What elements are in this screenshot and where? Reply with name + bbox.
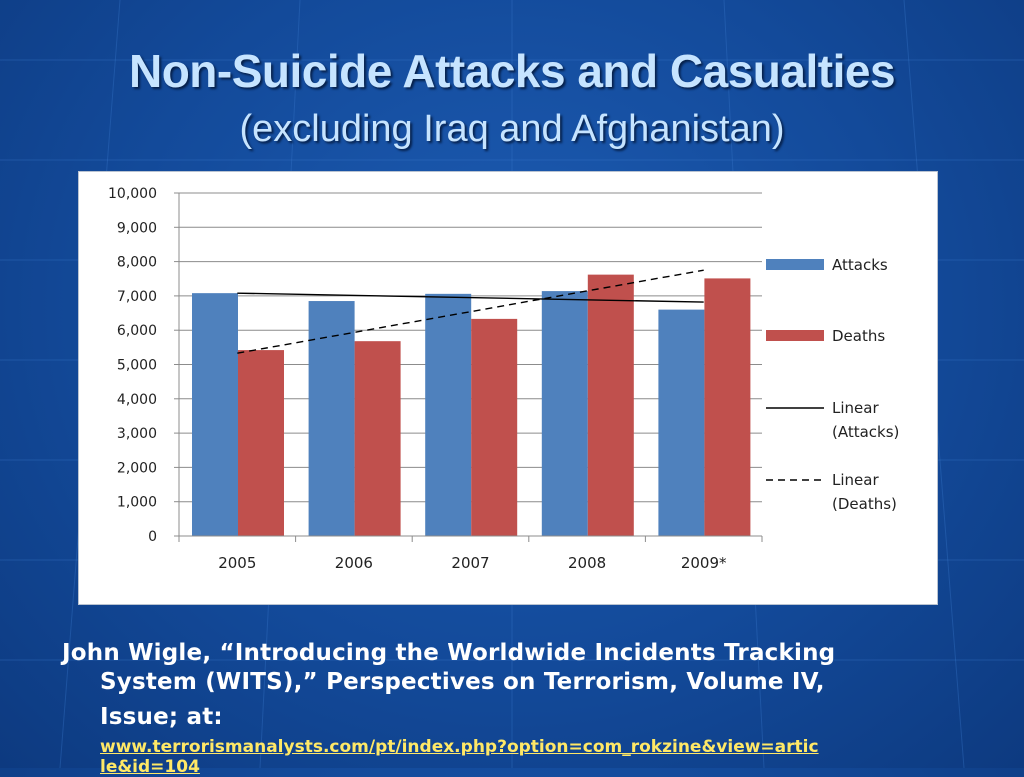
citation-line-1: John Wigle, “Introducing the Worldwide I… [62, 640, 836, 666]
citation-link[interactable]: www.terrorismanalysts.com/pt/index.php?o… [100, 737, 819, 757]
citation-line-3: Issue; at: [100, 704, 223, 730]
trendline-attacks [237, 292, 704, 303]
bar-deaths [238, 350, 284, 536]
y-tick-label: 3,000 [117, 426, 157, 442]
y-tick-label: 0 [148, 529, 157, 545]
y-tick-label: 7,000 [117, 289, 157, 305]
y-tick-label: 10,000 [108, 186, 157, 202]
bar-deaths [471, 318, 518, 536]
slide-subtitle: (excluding Iraq and Afghanistan) [239, 108, 785, 150]
trendline-deaths [237, 269, 704, 354]
bar-deaths [704, 278, 751, 536]
legend-linear-deaths-label: Linear [832, 471, 879, 489]
x-tick-label: 2008 [568, 554, 606, 572]
citation: John Wigle, “Introducing the Worldwide I… [62, 639, 992, 732]
y-tick-label: 9,000 [117, 220, 157, 236]
y-tick-label: 5,000 [117, 358, 157, 374]
y-tick-label: 1,000 [117, 495, 157, 511]
citation-link-continued[interactable]: le&id=104 [100, 757, 200, 777]
bar-chart: 0 1,000 2,000 3,000 4,000 5,000 6,000 7,000 8,00… [108, 186, 899, 572]
bar-deaths [354, 341, 401, 536]
legend-deaths-label: Deaths [832, 327, 885, 345]
legend-attacks-label: Attacks [832, 256, 888, 274]
slide-title: Non-Suicide Attacks and Casualties [128, 45, 896, 97]
citation-line-2: System (WITS),” Perspectives on Terroris… [100, 669, 825, 695]
x-tick-label: 2006 [335, 554, 373, 572]
legend-linear-attacks-label: Linear [832, 399, 879, 417]
y-tick-label: 8,000 [117, 255, 157, 271]
bar-deaths [587, 274, 634, 536]
legend-linear-attacks-label: (Attacks) [832, 423, 899, 441]
bar-attacks [658, 309, 705, 536]
y-tick-label: 2,000 [117, 460, 157, 476]
chart-container: 0 1,000 2,000 3,000 4,000 5,000 6,000 7,000 8,00… [78, 171, 938, 605]
legend-linear-deaths-label: (Deaths) [832, 495, 897, 513]
x-tick-label: 2005 [218, 554, 256, 572]
y-tick-label: 4,000 [117, 392, 157, 408]
bar-attacks [308, 301, 355, 536]
legend-deaths-swatch [766, 330, 824, 341]
bar-attacks [425, 293, 472, 536]
legend-attacks-swatch [766, 259, 824, 270]
bar-attacks [192, 293, 238, 536]
x-tick-label: 2009* [681, 554, 727, 572]
y-tick-label: 6,000 [117, 323, 157, 339]
bar-attacks [541, 291, 588, 536]
x-tick-label: 2007 [451, 554, 489, 572]
